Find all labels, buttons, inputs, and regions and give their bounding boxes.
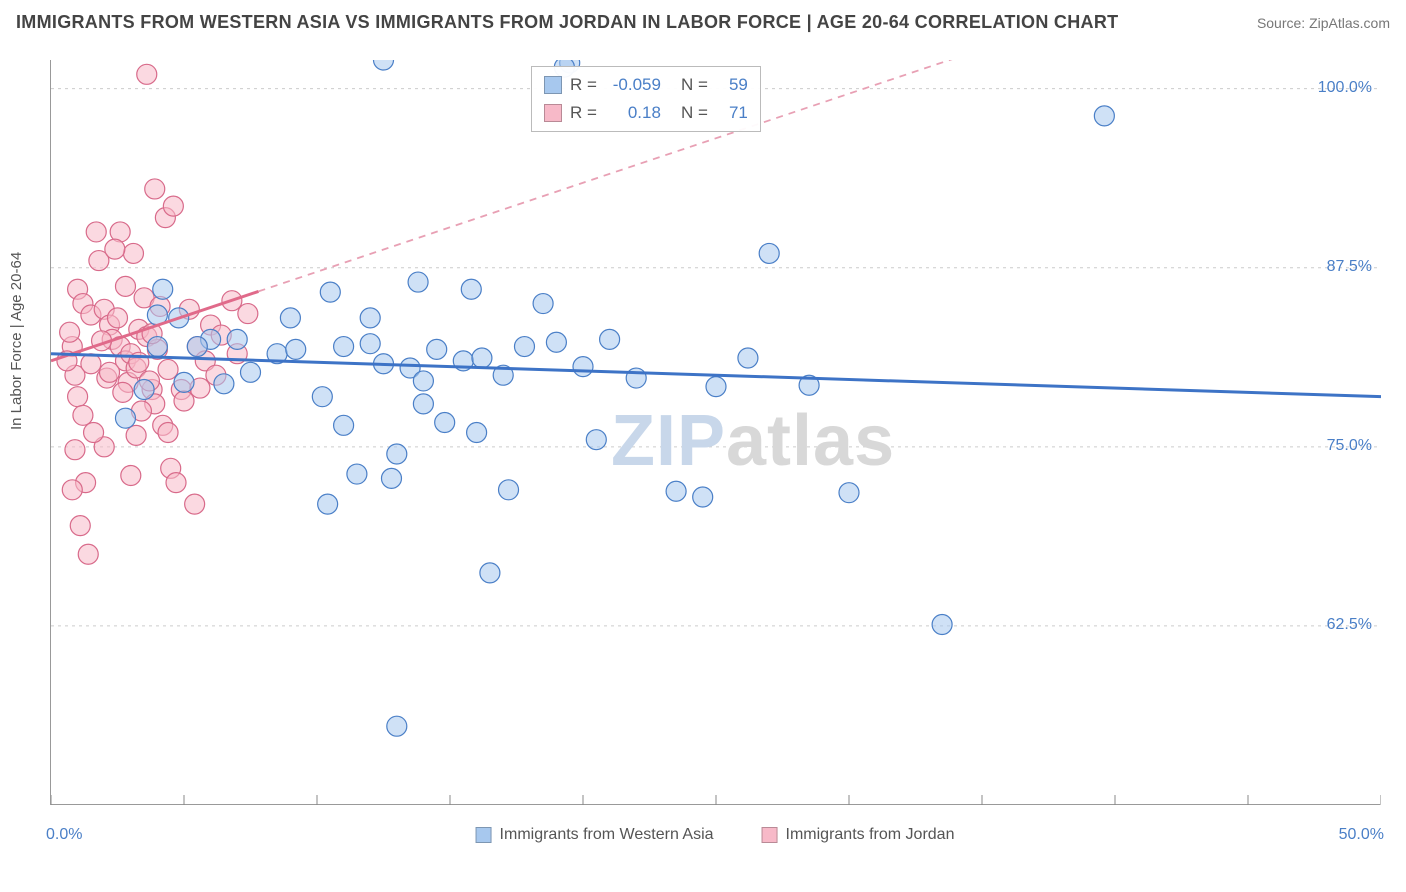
square-icon: [544, 76, 562, 94]
n-value-pink: 71: [716, 103, 748, 123]
legend-item-pink: Immigrants from Jordan: [762, 826, 955, 844]
legend-label-blue: Immigrants from Western Asia: [500, 826, 714, 844]
x-axis-min-label: 0.0%: [46, 826, 82, 844]
legend-label-pink: Immigrants from Jordan: [786, 826, 955, 844]
chart-title: IMMIGRANTS FROM WESTERN ASIA VS IMMIGRAN…: [16, 12, 1118, 33]
x-axis-row: 0.0% Immigrants from Western Asia Immigr…: [50, 826, 1380, 854]
square-icon: [762, 827, 778, 843]
n-label: N =: [681, 103, 708, 123]
r-value-blue: -0.059: [605, 75, 661, 95]
y-tick-label: 75.0%: [1327, 437, 1372, 455]
chart-area: ZIPatlas R = -0.059 N = 59 R = 0.18 N = …: [50, 60, 1380, 805]
legend-item-blue: Immigrants from Western Asia: [476, 826, 714, 844]
stats-legend: R = -0.059 N = 59 R = 0.18 N = 71: [531, 66, 761, 132]
y-tick-label: 87.5%: [1327, 258, 1372, 276]
stats-row-pink: R = 0.18 N = 71: [544, 99, 748, 127]
r-label: R =: [570, 75, 597, 95]
n-label: N =: [681, 75, 708, 95]
r-label: R =: [570, 103, 597, 123]
stats-row-blue: R = -0.059 N = 59: [544, 71, 748, 99]
bottom-legend: Immigrants from Western Asia Immigrants …: [476, 826, 955, 844]
x-axis-max-label: 50.0%: [1339, 826, 1384, 844]
square-icon: [476, 827, 492, 843]
y-axis-label: In Labor Force | Age 20-64: [8, 252, 25, 430]
y-tick-label: 100.0%: [1318, 79, 1372, 97]
square-icon: [544, 104, 562, 122]
n-value-blue: 59: [716, 75, 748, 95]
r-value-pink: 0.18: [605, 103, 661, 123]
y-tick-label: 62.5%: [1327, 616, 1372, 634]
source-label: Source: ZipAtlas.com: [1257, 15, 1390, 31]
